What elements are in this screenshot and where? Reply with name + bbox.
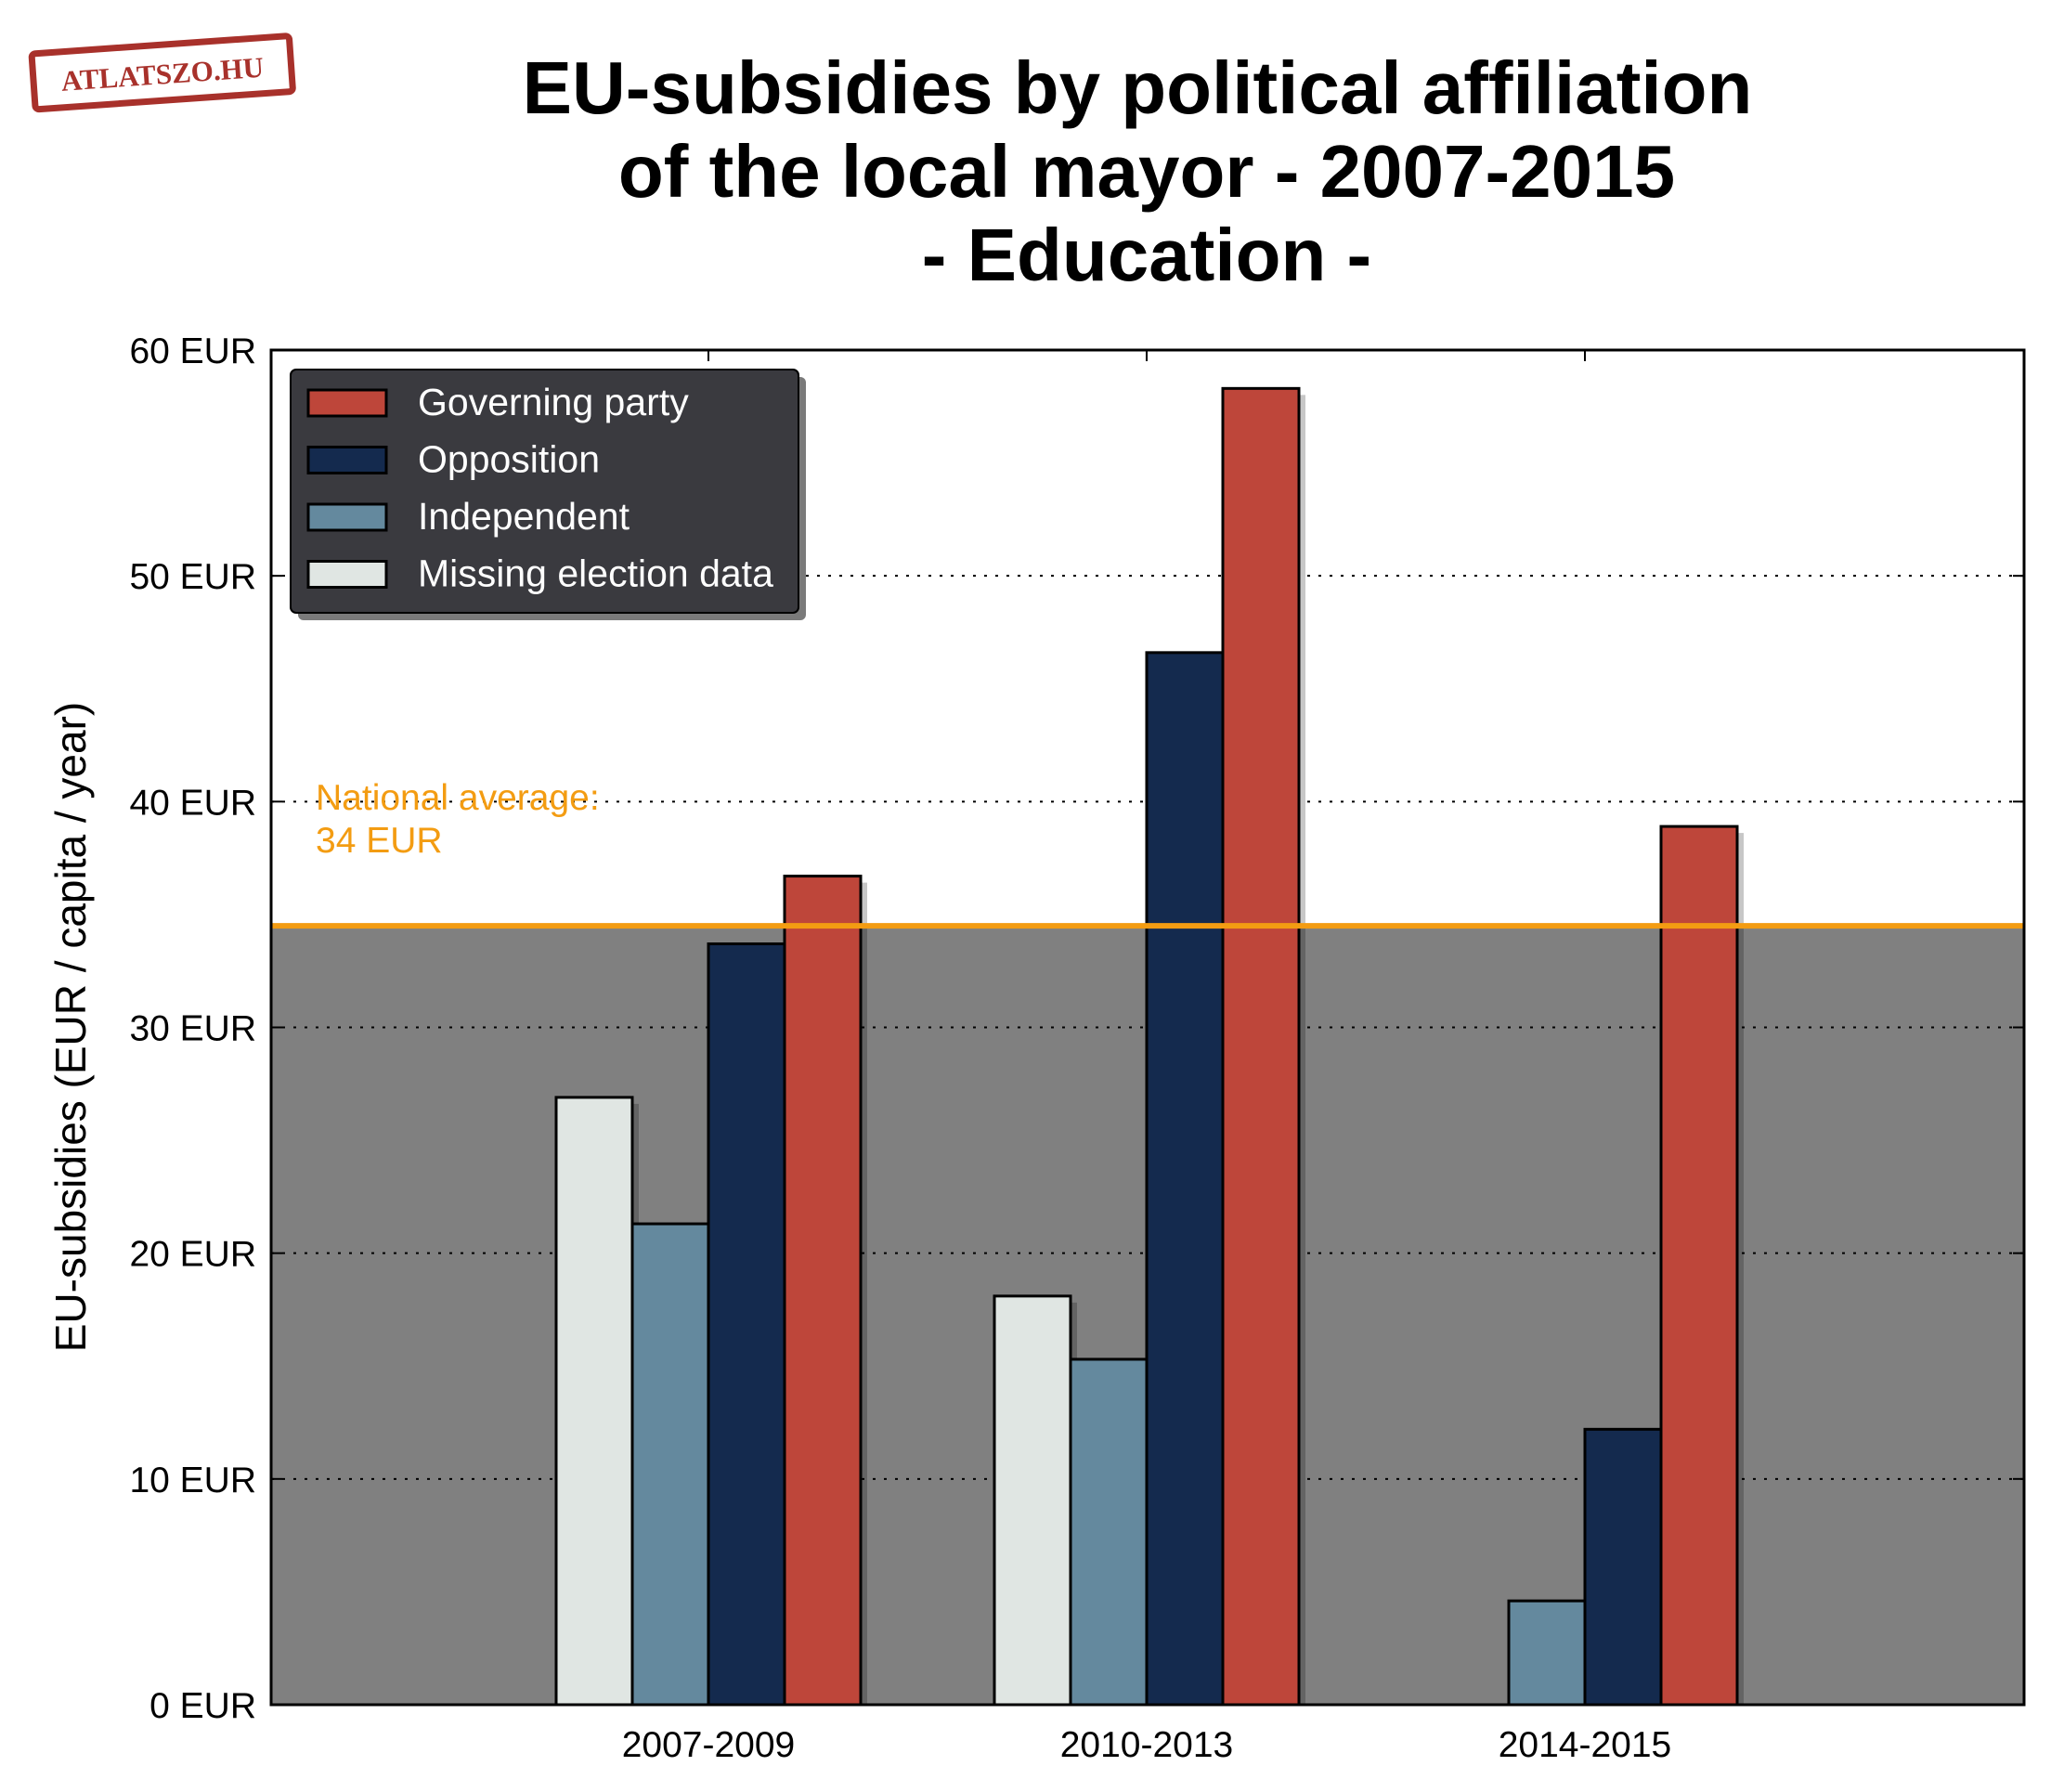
bar-opposition [1145, 651, 1225, 1707]
y-tick-label: 20 EUR [129, 1235, 256, 1275]
chart-title-line-1: EU-subsidies by political affiliation [523, 46, 1753, 129]
bar-independent [630, 1222, 710, 1707]
logo-text: ATLATSZO.HU [60, 51, 265, 97]
y-axis-label: EU-subsidies (EUR / capita / year) [46, 702, 95, 1352]
bar-missing-election-data [993, 1294, 1072, 1707]
y-tick-label: 10 EUR [129, 1461, 256, 1500]
y-tick-label: 40 EUR [129, 783, 256, 823]
legend-label: Missing election data [418, 552, 773, 595]
bar-opposition [1583, 1427, 1663, 1707]
legend-swatch [306, 446, 388, 474]
bar-independent [1507, 1599, 1587, 1707]
bar-missing-election-data [554, 1096, 634, 1707]
national-average-label-line-2: 34 EUR [316, 821, 443, 861]
legend-label: Independent [418, 495, 630, 538]
bar-opposition [707, 942, 786, 1707]
chart-title-line-2: of the local mayor - 2007-2015 [618, 130, 1675, 213]
bar-independent [1069, 1357, 1149, 1707]
plot-area: National average: 34 EUR 0 EUR 10 EUR 20 E… [129, 331, 2026, 1765]
legend: Governing party Opposition Independent Miss… [290, 369, 806, 620]
legend-swatch [306, 560, 388, 589]
x-tick-label: 2010-2013 [1060, 1725, 1234, 1765]
legend-items: Governing party Opposition Independent Miss… [306, 381, 773, 595]
legend-swatch [306, 502, 388, 532]
atlatszo-logo: ATLATSZO.HU [28, 32, 296, 113]
bar-governing-party [1221, 386, 1301, 1707]
chart-title-line-3: - Education - [922, 214, 1371, 296]
y-tick-label: 30 EUR [129, 1009, 256, 1049]
y-tick-label: 0 EUR [149, 1686, 256, 1726]
legend-label: Opposition [418, 438, 600, 481]
legend-swatch [306, 388, 388, 418]
bar-governing-party [783, 875, 863, 1707]
y-tick-label: 50 EUR [129, 557, 256, 597]
axis-ticks: 0 EUR 10 EUR 20 EUR 30 EUR 40 EUR 50 EUR 60 EU… [129, 331, 2024, 1765]
legend-label: Governing party [418, 381, 689, 423]
x-tick-label: 2007-2009 [622, 1725, 796, 1765]
bars [554, 386, 1744, 1707]
legend-box [290, 369, 799, 614]
y-tick-label: 60 EUR [129, 331, 256, 371]
bar-governing-party [1659, 825, 1739, 1707]
national-average-label-line-1: National average: [316, 778, 600, 818]
x-tick-label: 2014-2015 [1499, 1725, 1672, 1765]
